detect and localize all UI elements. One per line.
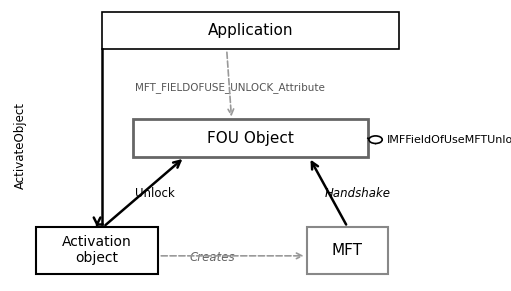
FancyBboxPatch shape (133, 119, 368, 157)
FancyBboxPatch shape (102, 12, 399, 49)
Text: FOU Object: FOU Object (207, 131, 294, 146)
Text: IMFFieldOfUseMFTUnlock: IMFFieldOfUseMFTUnlock (387, 135, 511, 145)
Circle shape (369, 136, 382, 143)
Text: Application: Application (207, 23, 293, 38)
Text: ActivateObject: ActivateObject (14, 102, 27, 189)
Text: Creates: Creates (189, 251, 235, 264)
FancyBboxPatch shape (36, 227, 158, 274)
Text: Handshake: Handshake (324, 187, 390, 200)
Text: Activation
object: Activation object (62, 235, 132, 265)
FancyBboxPatch shape (307, 227, 388, 274)
Text: Unlock: Unlock (135, 187, 175, 200)
Text: MFT_FIELDOFUSE_UNLOCK_Attribute: MFT_FIELDOFUSE_UNLOCK_Attribute (135, 82, 326, 93)
Text: MFT: MFT (332, 243, 363, 258)
